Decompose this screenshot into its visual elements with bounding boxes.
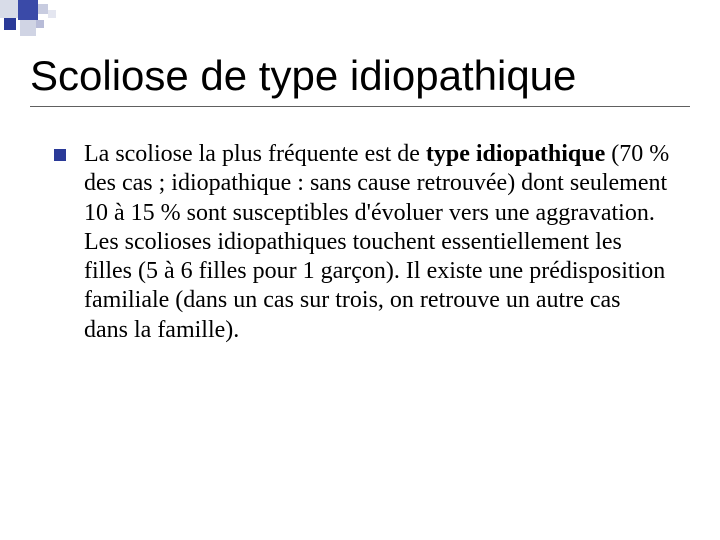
decoration-square	[18, 0, 38, 20]
decoration-square	[38, 4, 48, 14]
title-underline	[30, 106, 690, 107]
decoration-square	[4, 18, 16, 30]
bullet-square-icon	[54, 149, 66, 161]
body-tail: (70 % des cas ; idiopathique : sans caus…	[84, 141, 669, 343]
decoration-square	[20, 20, 36, 36]
slide-title: Scoliose de type idiopathique	[30, 52, 576, 100]
body-lead: La scoliose la plus fréquente est de	[84, 141, 426, 167]
bullet-item: La scoliose la plus fréquente est de typ…	[54, 140, 670, 345]
corner-decoration	[0, 0, 120, 40]
body-paragraph: La scoliose la plus fréquente est de typ…	[84, 140, 670, 345]
decoration-square	[0, 0, 18, 18]
slide-body: La scoliose la plus fréquente est de typ…	[54, 140, 670, 345]
body-bold-phrase: type idiopathique	[426, 141, 605, 167]
decoration-square	[48, 10, 56, 18]
decoration-square	[36, 20, 44, 28]
